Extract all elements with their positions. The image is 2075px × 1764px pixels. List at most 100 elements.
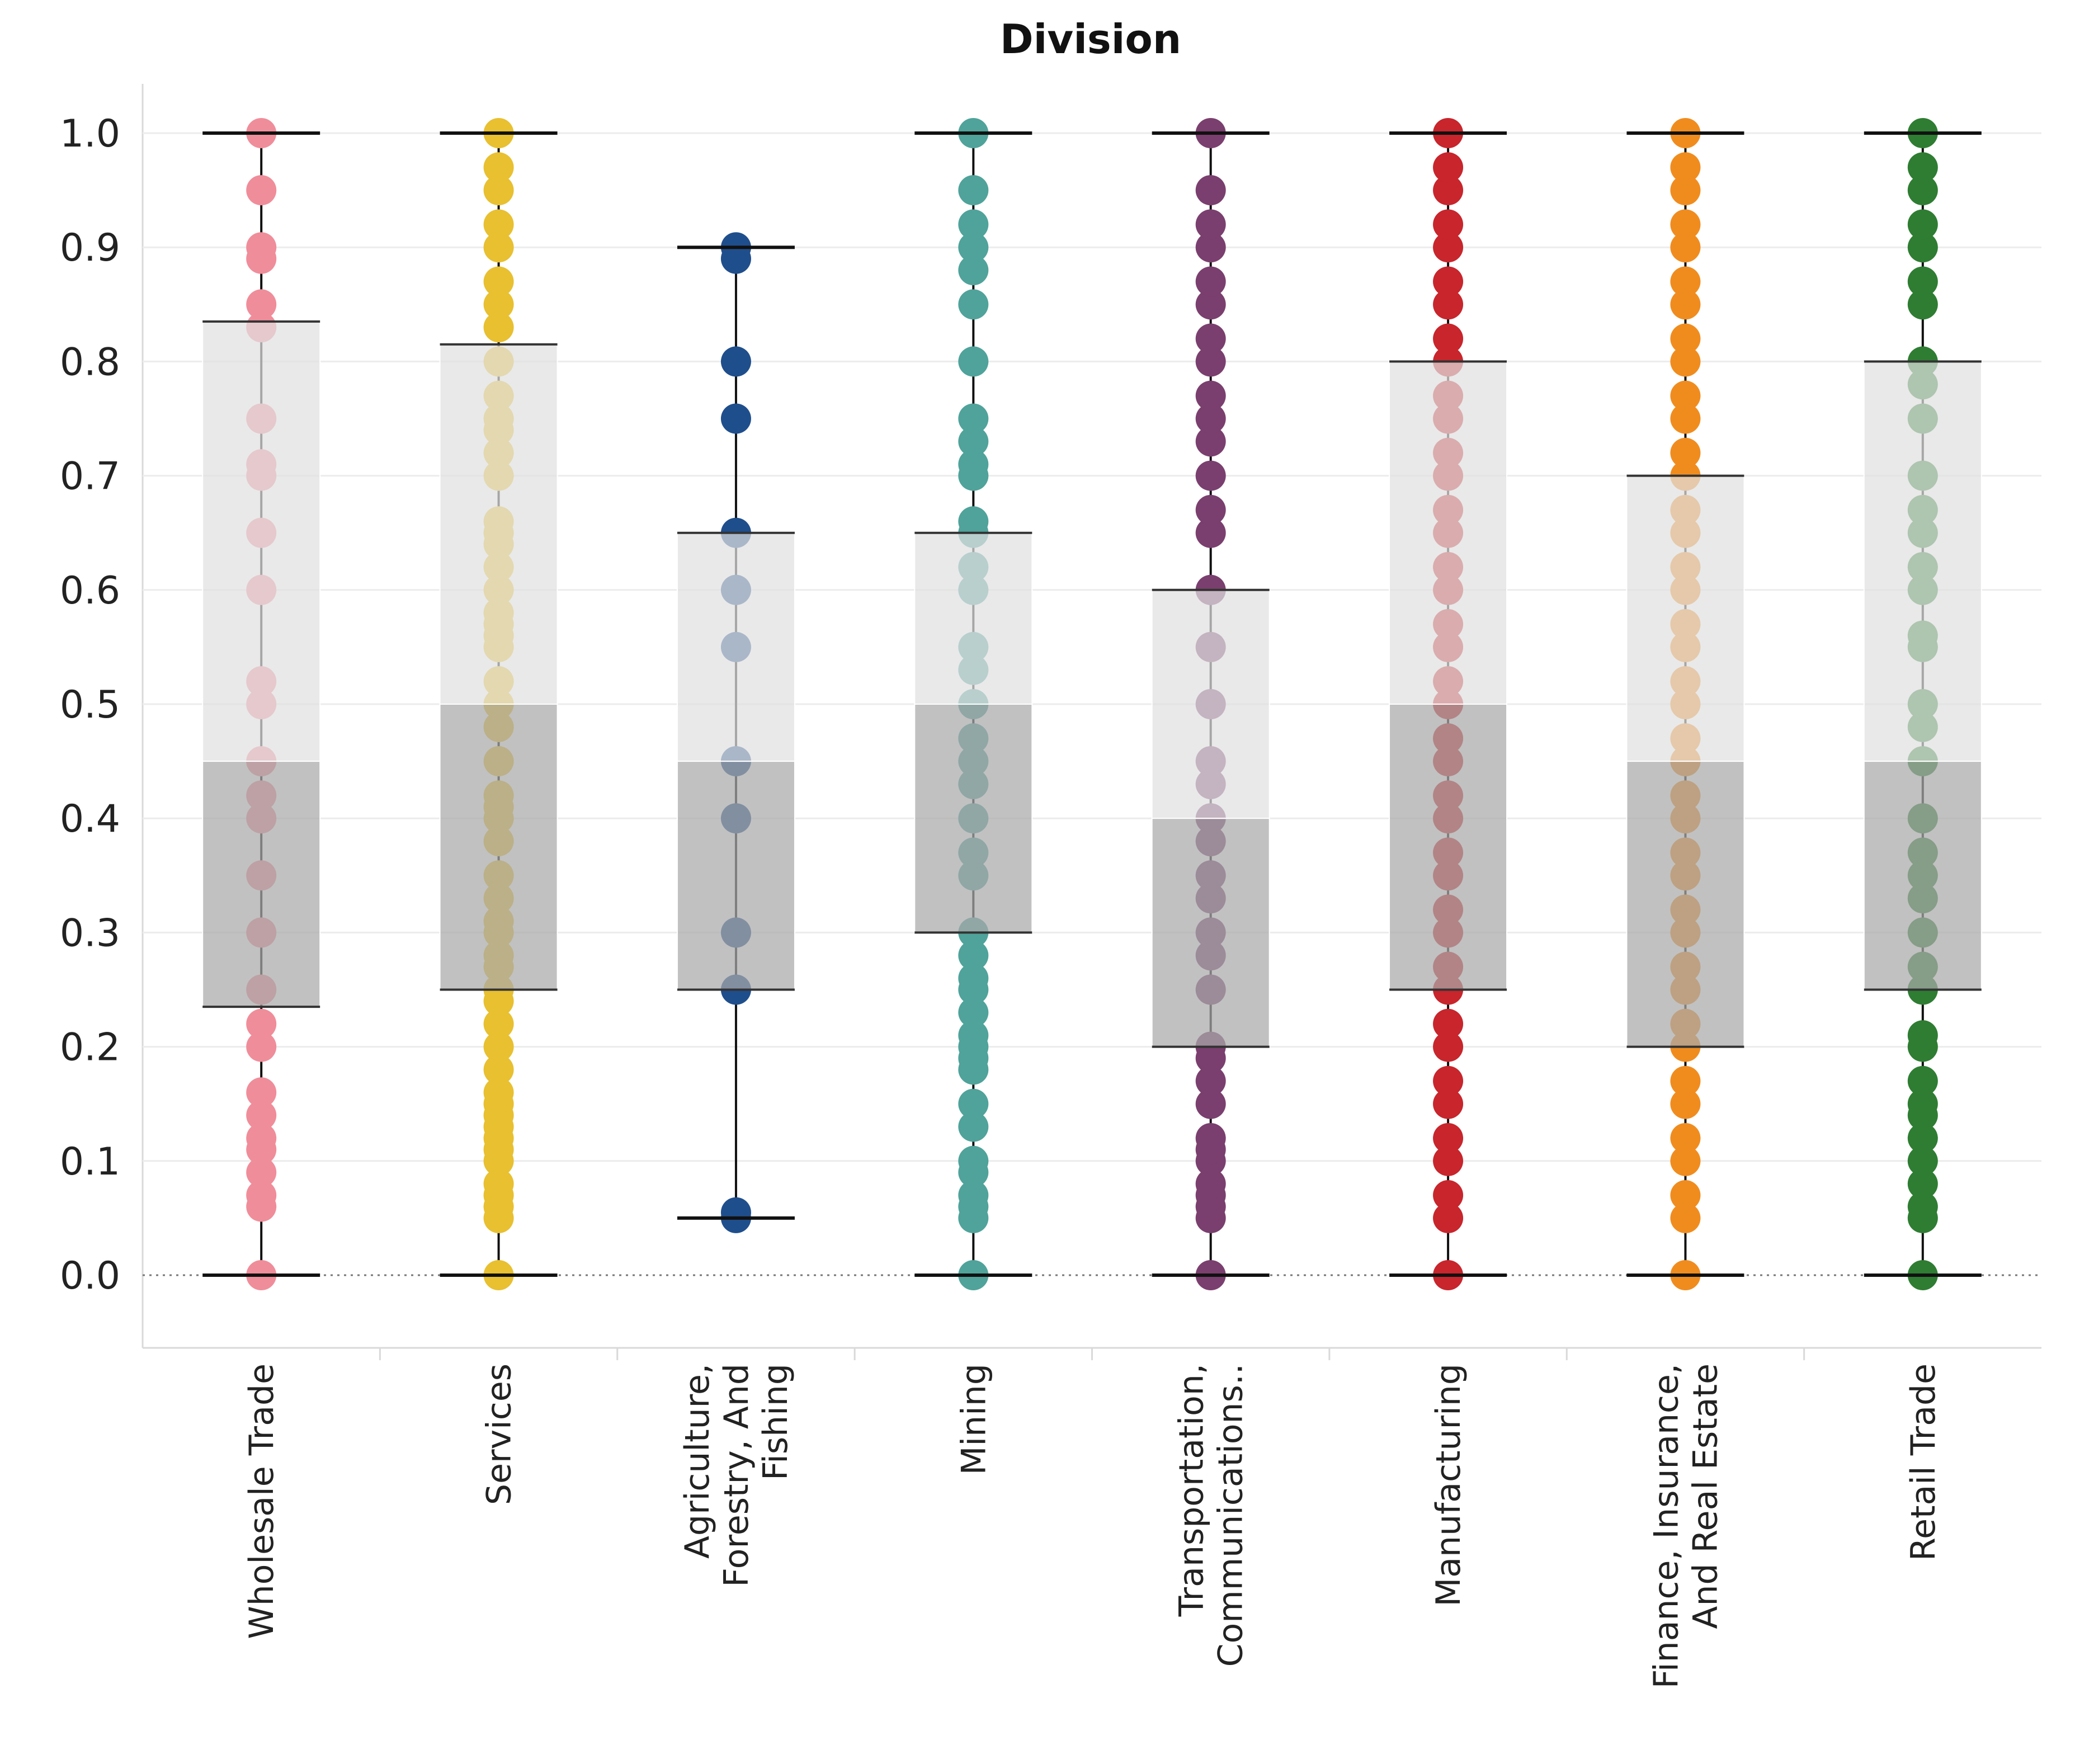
box-lower [676,761,795,991]
data-point [958,1180,989,1211]
data-point [1433,175,1464,206]
box-group-wholesale-trade [202,118,321,1290]
x-tick-label-line: Fishing [756,1364,795,1480]
data-point [1433,209,1464,240]
x-tick-label-line: And Real Estate [1686,1364,1725,1629]
x-tick-label: Agriculture, Forestry, And Fishing [678,1364,795,1587]
box-lower [1863,761,1982,991]
x-tick-label-line: Wholesale Trade [242,1364,281,1639]
data-point [246,1122,277,1153]
box-upper [1626,475,1745,762]
data-point [1433,232,1464,263]
data-point [720,346,751,377]
y-tick-label: 0.3 [60,911,120,955]
data-point [483,175,514,206]
data-point [1433,1202,1464,1233]
data-point [246,1157,277,1188]
data-point [958,175,989,206]
data-point [483,289,514,320]
data-point [958,289,989,320]
data-point [1433,1065,1464,1096]
y-tick-label: 0.2 [60,1026,120,1070]
data-point [1907,1191,1938,1222]
data-point [246,1077,277,1108]
data-point [1433,152,1464,183]
x-tick-label-line: Transportation, [1172,1364,1211,1617]
data-point [1433,266,1464,297]
data-point [1433,1088,1464,1119]
data-point [1907,175,1938,206]
data-point [1907,1122,1938,1153]
data-point [1195,1168,1226,1199]
data-point [1195,266,1226,297]
data-point [1670,152,1701,183]
data-point [1907,289,1938,320]
data-point [1907,152,1938,183]
data-point [246,1031,277,1062]
data-point [1195,494,1226,525]
y-tick-label: 0.6 [60,569,120,613]
data-point [1670,1202,1701,1233]
plot-area [202,118,1982,1290]
data-point [958,232,989,263]
data-point [1433,289,1464,320]
x-tick-label: Mining [954,1364,993,1475]
data-point [246,1008,277,1039]
data-point [483,1054,514,1085]
data-point [1433,1145,1464,1176]
data-point [483,266,514,297]
data-point [1670,323,1701,354]
data-point [958,1111,989,1142]
data-point [246,175,277,206]
x-tick-label-line: Forestry, And [717,1364,756,1587]
y-tick-label: 0.5 [60,683,120,727]
data-point [483,152,514,183]
x-tick-label: Services [480,1364,519,1505]
box-group-mining [914,118,1033,1290]
data-point [1907,232,1938,263]
data-point [958,506,989,537]
data-point [1670,266,1701,297]
data-point [1907,1088,1938,1119]
data-point [1433,1180,1464,1211]
data-point [958,255,989,286]
box-lower [439,704,558,991]
data-point [1670,403,1701,434]
x-tick-label-line: Services [480,1364,519,1505]
x-tick-label: Retail Trade [1904,1364,1943,1561]
x-tick-label: Wholesale Trade [242,1364,281,1639]
data-point [1433,1008,1464,1039]
data-point [1670,209,1701,240]
data-point [1907,1168,1938,1199]
data-point [1670,1088,1701,1119]
data-point [483,1077,514,1108]
data-point [483,312,514,343]
data-point [1195,380,1226,411]
data-point [1195,403,1226,434]
data-point [483,232,514,263]
box-group-manufacturing [1389,118,1508,1290]
x-tick-label-line: Retail Trade [1904,1364,1943,1561]
x-tick-label-line: Mining [954,1364,993,1475]
data-point [1195,1088,1226,1119]
x-tick-label: Finance, Insurance, And Real Estate [1647,1364,1725,1688]
data-point [1907,209,1938,240]
data-point [1195,175,1226,206]
box-lower [1626,761,1745,1048]
box-upper [1863,361,1982,762]
data-point [246,1100,277,1131]
data-point [958,449,989,480]
box-lower [202,761,321,1008]
y-tick-label: 0.7 [60,455,120,499]
x-tick-label-line: Finance, Insurance, [1647,1364,1686,1688]
data-point [1670,1065,1701,1096]
data-point [958,963,989,994]
box-upper [914,532,1033,705]
data-point [1907,1065,1938,1096]
data-point [246,1180,277,1211]
y-tick-label: 1.0 [60,112,120,156]
grid-lines [142,84,2041,1349]
data-point [1670,175,1701,206]
y-tick-label: 0.4 [60,797,120,841]
box-upper [1389,361,1508,705]
